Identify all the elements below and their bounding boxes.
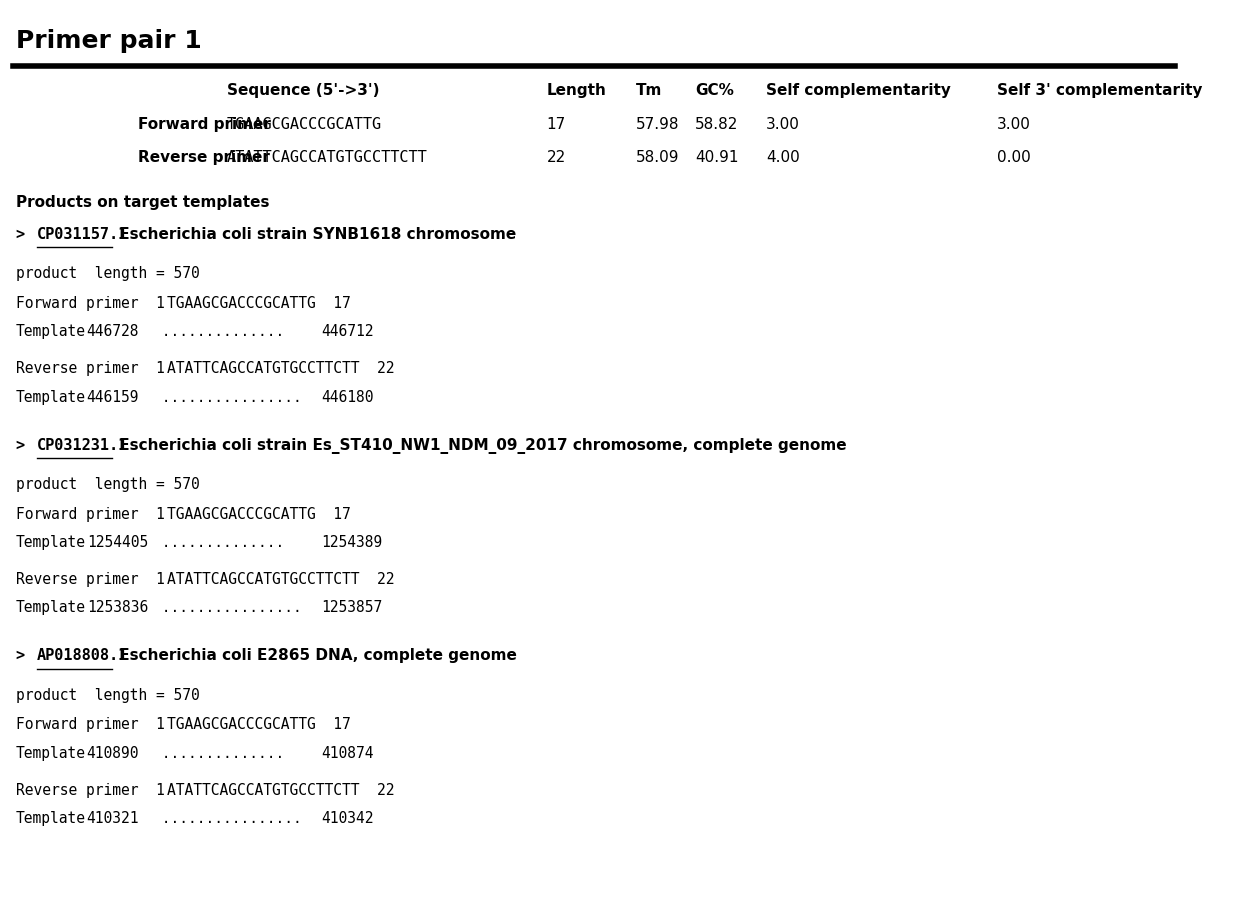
Text: Escherichia coli strain SYNB1618 chromosome: Escherichia coli strain SYNB1618 chromos… — [114, 227, 516, 242]
Text: 446712: 446712 — [321, 324, 374, 340]
Text: Template: Template — [16, 324, 86, 340]
Text: >: > — [16, 438, 25, 452]
Text: ATATTCAGCCATGTGCCTTCTT: ATATTCAGCCATGTGCCTTCTT — [227, 150, 428, 165]
Text: product  length = 570: product length = 570 — [16, 688, 200, 703]
Text: Forward primer  1: Forward primer 1 — [16, 507, 165, 521]
Text: 446728: 446728 — [87, 324, 139, 340]
Text: Tm: Tm — [636, 83, 662, 98]
Text: Template: Template — [16, 535, 86, 550]
Text: 4.00: 4.00 — [766, 150, 800, 165]
Text: product  length = 570: product length = 570 — [16, 477, 200, 492]
Text: CP031157.1: CP031157.1 — [37, 227, 128, 242]
Text: Self 3' complementarity: Self 3' complementarity — [997, 83, 1203, 98]
Text: ATATTCAGCCATGTGCCTTCTT  22: ATATTCAGCCATGTGCCTTCTT 22 — [167, 361, 394, 377]
Text: ATATTCAGCCATGTGCCTTCTT  22: ATATTCAGCCATGTGCCTTCTT 22 — [167, 783, 394, 797]
Text: TGAAGCGACCCGCATTG  17: TGAAGCGACCCGCATTG 17 — [167, 296, 351, 311]
Text: 410321: 410321 — [87, 811, 139, 826]
Text: ................: ................ — [153, 390, 311, 404]
Text: >: > — [16, 227, 25, 242]
Text: Forward primer  1: Forward primer 1 — [16, 296, 165, 311]
Text: 57.98: 57.98 — [636, 117, 680, 132]
Text: Template: Template — [16, 746, 86, 761]
Text: Primer pair 1: Primer pair 1 — [16, 29, 201, 53]
Text: ..............: .............. — [153, 746, 293, 761]
Text: 446180: 446180 — [321, 390, 374, 404]
Text: AP018808.1: AP018808.1 — [37, 648, 128, 664]
Text: 0.00: 0.00 — [997, 150, 1030, 165]
Text: 1254405: 1254405 — [87, 535, 148, 550]
Text: Escherichia coli strain Es_ST410_NW1_NDM_09_2017 chromosome, complete genome: Escherichia coli strain Es_ST410_NW1_NDM… — [114, 438, 847, 453]
Text: Template: Template — [16, 601, 86, 616]
Text: ................: ................ — [153, 811, 311, 826]
Text: 3.00: 3.00 — [997, 117, 1032, 132]
Text: 58.09: 58.09 — [636, 150, 680, 165]
Text: Escherichia coli E2865 DNA, complete genome: Escherichia coli E2865 DNA, complete gen… — [114, 648, 517, 664]
Text: 1254389: 1254389 — [321, 535, 383, 550]
Text: 1253857: 1253857 — [321, 601, 383, 616]
Text: Forward primer  1: Forward primer 1 — [16, 717, 165, 732]
Text: Reverse primer  1: Reverse primer 1 — [16, 361, 165, 377]
Text: 3.00: 3.00 — [766, 117, 800, 132]
Text: 410874: 410874 — [321, 746, 374, 761]
Text: 17: 17 — [547, 117, 565, 132]
Text: GC%: GC% — [694, 83, 734, 98]
Text: product  length = 570: product length = 570 — [16, 267, 200, 282]
Text: 40.91: 40.91 — [694, 150, 738, 165]
Text: 22: 22 — [547, 150, 565, 165]
Text: >: > — [16, 648, 25, 664]
Text: Reverse primer: Reverse primer — [138, 150, 269, 165]
Text: TGAAGCGACCCGCATTG  17: TGAAGCGACCCGCATTG 17 — [167, 717, 351, 732]
Text: ................: ................ — [153, 601, 311, 616]
Text: Products on target templates: Products on target templates — [16, 195, 269, 210]
Text: Reverse primer  1: Reverse primer 1 — [16, 783, 165, 797]
Text: 1253836: 1253836 — [87, 601, 148, 616]
Text: TGAAGCGACCCGCATTG: TGAAGCGACCCGCATTG — [227, 117, 382, 132]
Text: Forward primer: Forward primer — [138, 117, 270, 132]
Text: Self complementarity: Self complementarity — [766, 83, 951, 98]
Text: Length: Length — [547, 83, 606, 98]
Text: Template: Template — [16, 811, 86, 826]
Text: CP031231.1: CP031231.1 — [37, 438, 128, 452]
Text: ..............: .............. — [153, 324, 293, 340]
Text: 410342: 410342 — [321, 811, 374, 826]
Text: ATATTCAGCCATGTGCCTTCTT  22: ATATTCAGCCATGTGCCTTCTT 22 — [167, 572, 394, 587]
Text: Sequence (5'->3'): Sequence (5'->3') — [227, 83, 379, 98]
Text: ..............: .............. — [153, 535, 293, 550]
Text: Reverse primer  1: Reverse primer 1 — [16, 572, 165, 587]
Text: 58.82: 58.82 — [694, 117, 738, 132]
Text: Template: Template — [16, 390, 86, 404]
Text: 410890: 410890 — [87, 746, 139, 761]
Text: 446159: 446159 — [87, 390, 139, 404]
Text: TGAAGCGACCCGCATTG  17: TGAAGCGACCCGCATTG 17 — [167, 507, 351, 521]
